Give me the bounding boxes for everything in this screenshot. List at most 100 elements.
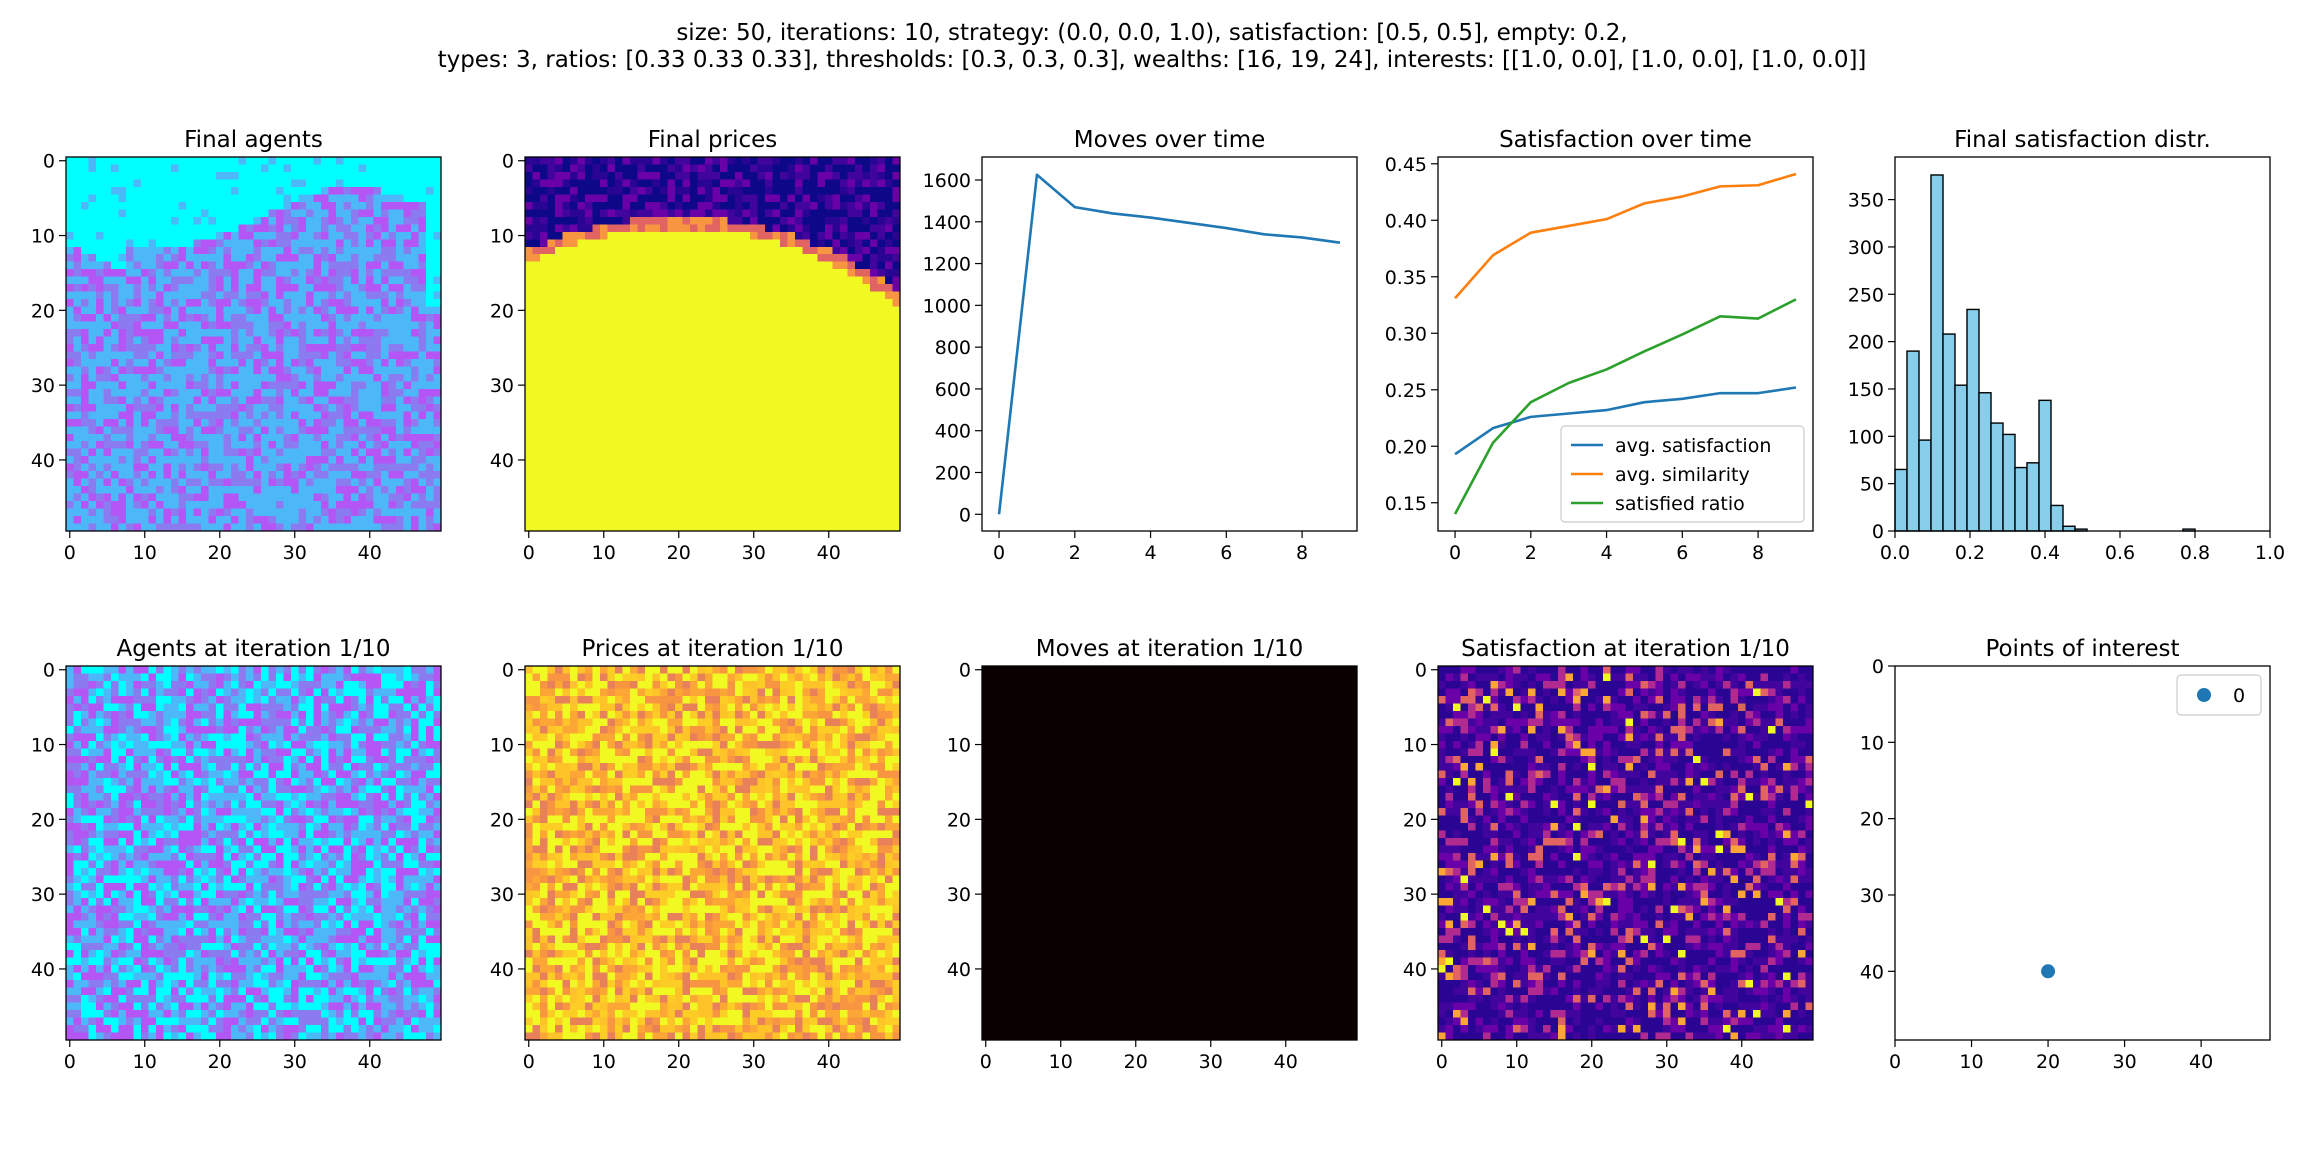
axes-frame [981,156,1358,532]
series-line-0 [997,173,1341,515]
heatmap-image [525,666,901,1041]
panel-title: Final satisfaction distr. [1954,127,2211,153]
y-tick-label: 10 [31,735,55,757]
panel-title: Agents at iteration 1/10 [117,636,391,662]
x-tick-label: 20 [667,542,691,564]
y-tick-label: 200 [935,462,971,484]
x-tick-label: 6 [1676,542,1688,564]
x-tick-label: 10 [592,542,616,564]
suptitle-line-2: types: 3, ratios: [0.33 0.33 0.33], thre… [437,47,1867,73]
x-tick-label: 2 [1069,542,1081,564]
y-tick-label: 0 [1415,660,1427,682]
legend-label: avg. similarity [1615,464,1750,486]
x-tick-label: 40 [817,1051,841,1073]
panel-final-prices: Final prices 0 10 20 30 40 0 10 20 30 40 [490,127,901,564]
x-tick-label: 0.4 [2030,542,2060,564]
x-tick-label: 20 [667,1051,691,1073]
histogram-bar [2026,462,2040,532]
histogram-bar [1978,392,1992,532]
y-tick-label: 1400 [923,212,971,234]
y-tick-label: 40 [490,959,514,981]
x-tick-label: 8 [1752,542,1764,564]
x-tick-label: 0 [1449,542,1461,564]
axes-frame [1437,156,1814,532]
y-tick-label: 30 [31,884,55,906]
panel-title: Moves at iteration 1/10 [1036,636,1304,662]
x-tick-label: 0 [523,542,535,564]
x-tick-label: 40 [817,542,841,564]
y-tick-label: 10 [490,735,514,757]
axes-frame [524,665,901,1041]
y-tick-label: 0.45 [1385,154,1427,176]
legend-label: 0 [2233,685,2245,707]
histogram-bar [2062,525,2076,532]
legend: avg. satisfaction avg. similarity satisfie… [1560,425,1805,523]
x-tick-label: 20 [2036,1051,2060,1073]
y-tick-label: 20 [31,809,55,831]
panel-points-of-interest: Points of interest 0 10 20 30 40 0 10 20 30 40 0 [1860,636,2271,1073]
histogram-bar [1942,333,1956,532]
x-tick-label: 0.0 [1880,542,1910,564]
axes-frame [981,665,1358,1041]
histogram-bar [1990,422,2004,532]
y-tick-label: 150 [1848,379,1884,401]
y-tick-label: 30 [490,884,514,906]
histogram-bar [2014,466,2028,532]
axes-frame [65,665,442,1041]
histogram-bar [1906,350,1920,532]
x-tick-label: 0.8 [2180,542,2210,564]
axes-frame [1894,665,2271,1041]
panel-final-satisfaction-distr: Final satisfaction distr. 0.0 0.2 0.4 0.6 0.8… [1848,127,2285,564]
y-tick-label: 100 [1848,426,1884,448]
y-tick-label: 40 [947,959,971,981]
x-tick-label: 10 [1505,1051,1529,1073]
suptitle-line-1: size: 50, iterations: 10, strategy: (0.0… [676,20,1628,46]
heatmap-image [525,157,901,532]
x-tick-label: 40 [358,1051,382,1073]
y-tick-label: 50 [1860,474,1884,496]
panel-title: Final agents [184,127,323,153]
x-tick-label: 10 [592,1051,616,1073]
x-tick-label: 0 [64,542,76,564]
x-tick-label: 40 [358,542,382,564]
y-tick-label: 300 [1848,237,1884,259]
scatter-point [2041,964,2056,979]
panel-agents-iter1: Agents at iteration 1/10 0 10 20 30 40 0 10 20 30… [31,636,442,1073]
y-tick-label: 40 [31,450,55,472]
y-tick-label: 30 [1860,885,1884,907]
x-tick-label: 10 [1959,1051,1983,1073]
y-tick-label: 40 [490,450,514,472]
y-tick-label: 0 [959,504,971,526]
panel-satisfaction-over-time: Satisfaction over time 0 2 4 6 8 0.15 0.20 0.25 0… [1385,127,1814,564]
y-tick-label: 350 [1848,190,1884,212]
panel-title: Final prices [648,127,778,153]
histogram-bar [1918,439,1932,532]
x-tick-label: 40 [1274,1051,1298,1073]
y-tick-label: 10 [490,226,514,248]
y-tick-label: 20 [31,300,55,322]
y-tick-label: 0.15 [1385,493,1427,515]
y-tick-label: 200 [1848,332,1884,354]
y-tick-label: 10 [31,226,55,248]
histogram-bar [2038,399,2052,532]
panel-title: Prices at iteration 1/10 [582,636,844,662]
histogram-bar [1954,384,1968,532]
legend-label: avg. satisfaction [1615,435,1771,457]
x-tick-label: 30 [2112,1051,2136,1073]
x-tick-label: 40 [1730,1051,1754,1073]
y-tick-label: 0.25 [1385,380,1427,402]
x-tick-label: 40 [2189,1051,2213,1073]
y-tick-label: 1200 [923,254,971,276]
y-tick-label: 0 [1872,656,1884,678]
y-tick-label: 0.30 [1385,323,1427,345]
panel-satisfaction-iter1: Satisfaction at iteration 1/10 0 10 20 30 40 0… [1403,636,1814,1073]
y-tick-label: 600 [935,379,971,401]
x-tick-label: 20 [208,1051,232,1073]
y-tick-label: 0.35 [1385,267,1427,289]
series-line-1 [1454,172,1797,300]
y-tick-label: 0 [43,660,55,682]
x-tick-label: 0 [1436,1051,1448,1073]
axes-frame [1894,156,2271,532]
y-tick-label: 20 [490,300,514,322]
